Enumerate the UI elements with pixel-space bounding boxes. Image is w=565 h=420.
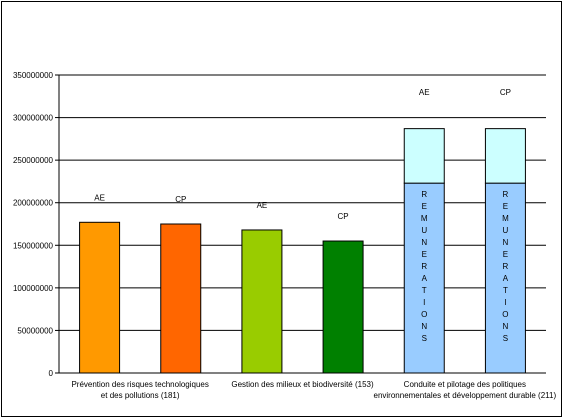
category-label: et des pollutions (181): [101, 391, 180, 400]
bar: [79, 221, 121, 374]
category-label: environnementales et développement durab…: [374, 391, 557, 400]
y-tick-label: 250000000: [13, 156, 54, 165]
y-tick-label: 150000000: [13, 241, 54, 250]
bar-segment-letter: R: [503, 262, 509, 271]
bar-segment-letter: T: [503, 286, 508, 295]
bar: [241, 229, 283, 374]
bar-segment-letter: E: [503, 250, 508, 259]
bar-label: CP: [500, 88, 511, 97]
bar-segment: [403, 128, 445, 184]
bar-label: AE: [257, 201, 268, 210]
bar-segment-letter: U: [421, 226, 427, 235]
bar-segment-letter: E: [422, 250, 427, 259]
bar-segment-letter: E: [503, 202, 508, 211]
bar-segment-letter: N: [503, 322, 509, 331]
bar: [322, 240, 364, 374]
bar-segment-letter: A: [503, 274, 509, 283]
bar-segment-letter: N: [503, 238, 509, 247]
y-tick-label: 350000000: [13, 71, 54, 80]
y-tick-label: 300000000: [13, 114, 54, 123]
bar-segment-letter: M: [421, 214, 428, 223]
bar-label: CP: [175, 195, 186, 204]
bar-segment-letter: N: [421, 238, 427, 247]
bar-segment-letter: A: [422, 274, 428, 283]
y-tick-label: 50000000: [17, 326, 53, 335]
category-label: Prévention des risques technologiques: [71, 380, 208, 389]
bar-segment: [403, 182, 445, 374]
category-label: Gestion des milieux et biodiversité (153…: [231, 380, 374, 389]
bar: [160, 223, 202, 374]
bar-segment-letter: N: [421, 322, 427, 331]
bar-segment-letter: R: [503, 190, 509, 199]
bar-segment-letter: M: [502, 214, 509, 223]
bar-segment: [484, 128, 526, 184]
bar-segment-letter: I: [423, 298, 425, 307]
y-tick-label: 0: [49, 369, 54, 378]
bar-segment-letter: O: [421, 310, 427, 319]
bar-segment-letter: U: [503, 226, 509, 235]
bar-label: AE: [94, 193, 105, 202]
category-label: Conduite et pilotage des politiques: [404, 380, 526, 389]
bar-segment-letter: I: [504, 298, 506, 307]
bar-segment-letter: S: [503, 334, 508, 343]
bar-label: AE: [419, 88, 430, 97]
bar-segment-letter: O: [502, 310, 508, 319]
bar-segment: [484, 182, 526, 374]
bar-segment-letter: S: [422, 334, 427, 343]
bar-segment-letter: E: [422, 202, 427, 211]
y-tick-label: 200000000: [13, 199, 54, 208]
bar-segment-letter: R: [421, 262, 427, 271]
bar-segment-letter: T: [422, 286, 427, 295]
y-tick-label: 100000000: [13, 284, 54, 293]
bar-segment-letter: R: [421, 190, 427, 199]
bar-label: CP: [338, 212, 349, 221]
